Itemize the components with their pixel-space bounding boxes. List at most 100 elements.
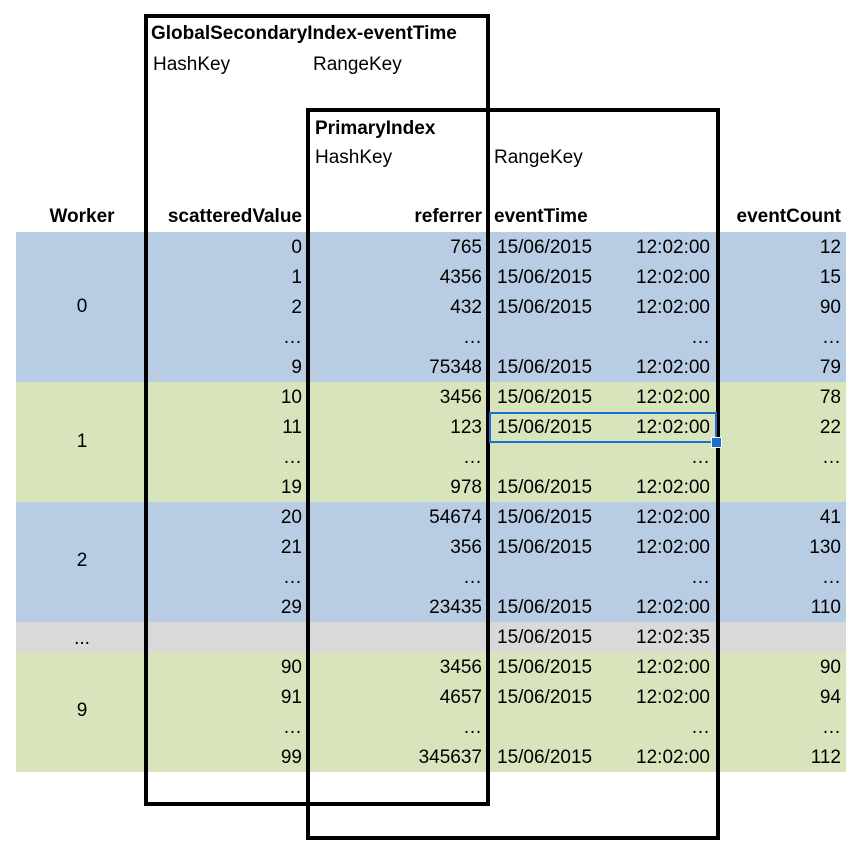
cell-referrer[interactable]: 356 bbox=[450, 537, 482, 558]
cell-scattered-value[interactable]: … bbox=[283, 567, 302, 588]
cell-event-date[interactable]: 15/06/2015 bbox=[497, 237, 593, 258]
cell-event-date[interactable]: 15/06/2015 bbox=[497, 507, 593, 528]
cell-referrer[interactable]: 54674 bbox=[429, 507, 482, 528]
cell-event-date[interactable]: 15/06/2015 bbox=[497, 477, 593, 498]
primary-index-title: PrimaryIndex bbox=[315, 118, 436, 139]
worker-0-band bbox=[16, 232, 846, 382]
cell-scattered-value[interactable]: 2 bbox=[291, 297, 302, 318]
worker-label: 9 bbox=[76, 700, 88, 721]
cell-event-date[interactable]: 15/06/2015 bbox=[497, 357, 593, 378]
cell-event-time[interactable]: 12:02:00 bbox=[636, 477, 710, 498]
cell-event-time[interactable]: 12:02:00 bbox=[636, 687, 710, 708]
column-header-scattered-value: scatteredValue bbox=[167, 206, 302, 227]
cell-event-date[interactable]: 15/06/2015 bbox=[497, 597, 593, 618]
cell-scattered-value[interactable]: 11 bbox=[282, 417, 302, 438]
worker-9-band bbox=[16, 652, 846, 772]
cell-event-count[interactable]: 79 bbox=[819, 357, 841, 378]
fill-handle[interactable] bbox=[711, 437, 722, 448]
cell-scattered-value[interactable]: … bbox=[283, 327, 302, 348]
cell-referrer[interactable]: 432 bbox=[450, 297, 482, 318]
primary-rangekey-label: RangeKey bbox=[494, 147, 583, 168]
cell-referrer[interactable]: 123 bbox=[450, 417, 482, 438]
cell-event-date[interactable]: 15/06/2015 bbox=[497, 417, 593, 438]
cell-referrer[interactable]: 23435 bbox=[429, 597, 482, 618]
cell-event-count[interactable]: … bbox=[822, 447, 841, 468]
cell-referrer[interactable]: … bbox=[463, 447, 482, 468]
gsi-title: GlobalSecondaryIndex-eventTime bbox=[151, 23, 457, 44]
cell-event-count[interactable]: 22 bbox=[819, 417, 841, 438]
cell-event-count[interactable]: … bbox=[822, 327, 841, 348]
cell-event-time[interactable]: 12:02:00 bbox=[636, 507, 710, 528]
worker-label: ... bbox=[74, 628, 90, 649]
cell-scattered-value[interactable]: … bbox=[283, 447, 302, 468]
cell-referrer[interactable]: 4657 bbox=[439, 687, 482, 708]
worker-label: 0 bbox=[76, 296, 88, 317]
cell-referrer[interactable]: 345637 bbox=[418, 747, 482, 768]
cell-event-date[interactable]: 15/06/2015 bbox=[497, 747, 593, 768]
cell-event-time[interactable]: 12:02:00 bbox=[636, 657, 710, 678]
cell-referrer[interactable]: 75348 bbox=[429, 357, 482, 378]
cell-event-count[interactable]: 112 bbox=[810, 747, 841, 768]
cell-referrer[interactable]: … bbox=[463, 327, 482, 348]
cell-scattered-value[interactable]: 21 bbox=[280, 537, 302, 558]
cell-scattered-value[interactable]: 99 bbox=[280, 747, 302, 768]
cell-referrer[interactable]: … bbox=[463, 717, 482, 738]
cell-event-count[interactable]: 110 bbox=[810, 597, 841, 618]
cell-event-time[interactable]: 12:02:00 bbox=[636, 597, 710, 618]
cell-referrer[interactable]: 978 bbox=[450, 477, 482, 498]
worker-label: 2 bbox=[76, 550, 88, 571]
cell-scattered-value[interactable]: 1 bbox=[291, 267, 302, 288]
cell-event-time[interactable]: … bbox=[691, 327, 710, 348]
ellipsis-band bbox=[16, 622, 846, 652]
worker-2-band bbox=[16, 502, 846, 622]
cell-scattered-value[interactable]: 29 bbox=[280, 597, 302, 618]
cell-event-time[interactable]: 12:02:35 bbox=[636, 627, 710, 648]
cell-referrer[interactable]: 3456 bbox=[439, 387, 482, 408]
cell-event-time[interactable]: 12:02:00 bbox=[636, 267, 710, 288]
cell-event-date[interactable]: 15/06/2015 bbox=[497, 537, 593, 558]
cell-event-date[interactable]: 15/06/2015 bbox=[497, 627, 593, 648]
cell-referrer[interactable]: 3456 bbox=[439, 657, 482, 678]
cell-event-time[interactable]: 12:02:00 bbox=[636, 237, 710, 258]
cell-event-count[interactable]: 90 bbox=[819, 297, 841, 318]
cell-event-date[interactable]: 15/06/2015 bbox=[497, 687, 593, 708]
column-header-event-time: eventTime bbox=[494, 206, 588, 227]
cell-event-count[interactable]: 15 bbox=[819, 267, 841, 288]
cell-event-count[interactable]: … bbox=[822, 567, 841, 588]
cell-event-date[interactable]: 15/06/2015 bbox=[497, 387, 593, 408]
cell-event-time[interactable]: 12:02:00 bbox=[636, 357, 710, 378]
cell-scattered-value[interactable]: 90 bbox=[280, 657, 302, 678]
cell-event-time[interactable]: 12:02:00 bbox=[636, 387, 710, 408]
cell-event-count[interactable]: 130 bbox=[809, 537, 841, 558]
cell-scattered-value[interactable]: 91 bbox=[280, 687, 302, 708]
cell-scattered-value[interactable]: 19 bbox=[280, 477, 302, 498]
selected-cell[interactable] bbox=[489, 412, 717, 443]
gsi-rangekey-label: RangeKey bbox=[313, 54, 402, 75]
cell-referrer[interactable]: 4356 bbox=[439, 267, 482, 288]
cell-event-time[interactable]: 12:02:00 bbox=[636, 417, 710, 438]
worker-label: 1 bbox=[76, 431, 88, 452]
cell-scattered-value[interactable]: … bbox=[283, 717, 302, 738]
cell-event-time[interactable]: 12:02:00 bbox=[636, 297, 710, 318]
cell-event-date[interactable]: 15/06/2015 bbox=[497, 267, 593, 288]
cell-event-count[interactable]: 90 bbox=[819, 657, 841, 678]
cell-event-time[interactable]: … bbox=[691, 447, 710, 468]
cell-scattered-value[interactable]: 0 bbox=[291, 237, 302, 258]
cell-referrer[interactable]: … bbox=[463, 567, 482, 588]
cell-event-date[interactable]: 15/06/2015 bbox=[497, 657, 593, 678]
cell-event-count[interactable]: … bbox=[822, 717, 841, 738]
cell-scattered-value[interactable]: 20 bbox=[280, 507, 302, 528]
cell-event-time[interactable]: … bbox=[691, 567, 710, 588]
gsi-hashkey-label: HashKey bbox=[153, 54, 231, 75]
cell-scattered-value[interactable]: 10 bbox=[280, 387, 302, 408]
cell-event-time[interactable]: 12:02:00 bbox=[636, 747, 710, 768]
cell-referrer[interactable]: 765 bbox=[450, 237, 482, 258]
cell-event-count[interactable]: 78 bbox=[819, 387, 841, 408]
cell-event-time[interactable]: … bbox=[691, 717, 710, 738]
cell-event-date[interactable]: 15/06/2015 bbox=[497, 297, 593, 318]
cell-scattered-value[interactable]: 9 bbox=[291, 357, 302, 378]
cell-event-time[interactable]: 12:02:00 bbox=[636, 537, 710, 558]
cell-event-count[interactable]: 12 bbox=[819, 237, 841, 258]
cell-event-count[interactable]: 94 bbox=[819, 687, 841, 708]
cell-event-count[interactable]: 41 bbox=[819, 507, 841, 528]
